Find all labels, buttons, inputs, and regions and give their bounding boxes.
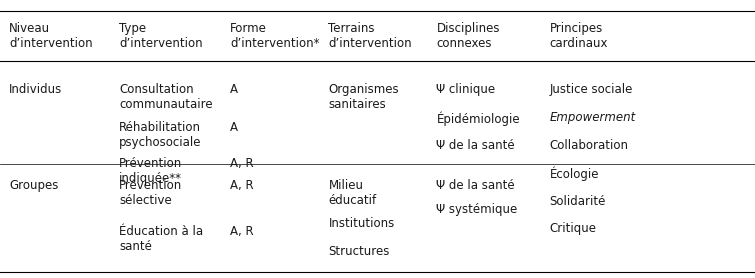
Text: A, R: A, R [230,225,254,238]
Text: Type
d’intervention: Type d’intervention [119,22,203,50]
Text: Milieu
éducatif: Milieu éducatif [328,179,377,207]
Text: Éducation à la
santé: Éducation à la santé [119,225,203,253]
Text: Forme
d’intervention*: Forme d’intervention* [230,22,320,50]
Text: A: A [230,121,239,134]
Text: Groupes: Groupes [9,179,58,192]
Text: Empowerment: Empowerment [550,111,636,124]
Text: Solidarité: Solidarité [550,195,606,208]
Text: Individus: Individus [9,83,63,96]
Text: Principes
cardinaux: Principes cardinaux [550,22,608,50]
Text: Ψ systémique: Ψ systémique [436,203,518,216]
Text: Ψ de la santé: Ψ de la santé [436,179,515,192]
Text: Prévention
indiquée**: Prévention indiquée** [119,157,183,185]
Text: Disciplines
connexes: Disciplines connexes [436,22,500,50]
Text: Niveau
d’intervention: Niveau d’intervention [9,22,93,50]
Text: Organismes
sanitaires: Organismes sanitaires [328,83,399,111]
Text: Critique: Critique [550,222,596,235]
Text: Épidémiologie: Épidémiologie [436,111,520,126]
Text: A, R: A, R [230,157,254,170]
Text: Réhabilitation
psychosociale: Réhabilitation psychosociale [119,121,202,149]
Text: Terrains
d’intervention: Terrains d’intervention [328,22,412,50]
Text: Ψ clinique: Ψ clinique [436,83,495,96]
Text: Ψ de la santé: Ψ de la santé [436,139,515,152]
Text: Justice sociale: Justice sociale [550,83,633,96]
Text: Écologie: Écologie [550,167,599,181]
Text: Prévention
sélective: Prévention sélective [119,179,183,207]
Text: Institutions: Institutions [328,217,395,230]
Text: Consultation
communautaire: Consultation communautaire [119,83,213,111]
Text: Structures: Structures [328,245,390,258]
Text: Collaboration: Collaboration [550,139,629,152]
Text: A: A [230,83,239,96]
Text: A, R: A, R [230,179,254,192]
